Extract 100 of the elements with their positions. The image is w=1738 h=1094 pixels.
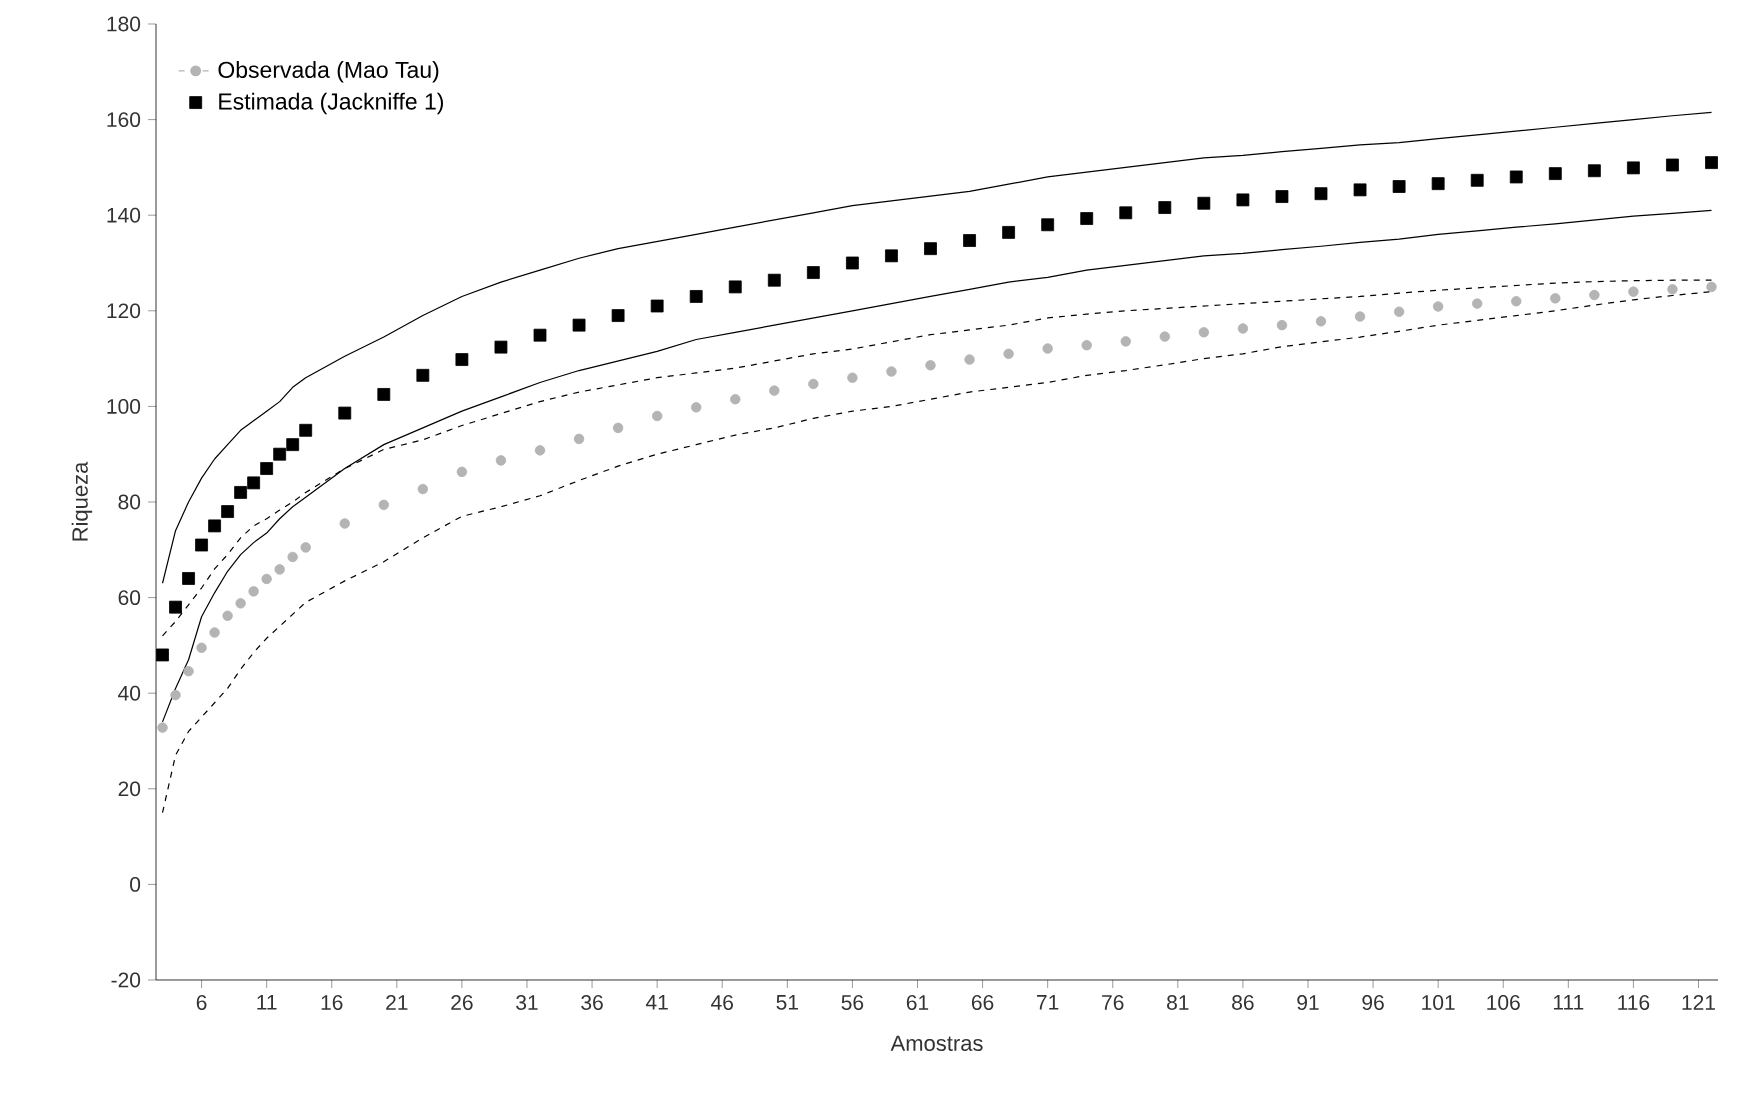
- point: [847, 372, 858, 383]
- point: [1120, 336, 1131, 347]
- x-tick-label: 61: [906, 995, 929, 1010]
- point: [1080, 212, 1094, 225]
- point: [1392, 180, 1406, 193]
- point: [494, 340, 508, 354]
- point: [1081, 340, 1092, 351]
- y-tick-label: 60: [118, 590, 141, 606]
- y-tick-label: 40: [118, 685, 141, 701]
- point: [221, 505, 234, 518]
- point: [248, 586, 259, 597]
- point: [1041, 218, 1055, 232]
- point: [1275, 190, 1289, 203]
- point: [533, 328, 547, 342]
- point: [651, 410, 663, 422]
- point: [299, 423, 313, 437]
- point: [1354, 311, 1366, 322]
- x-tick-label: 76: [1102, 995, 1124, 1010]
- point: [689, 290, 703, 303]
- x-tick-label: 86: [1232, 995, 1254, 1010]
- y-tick-label: 140: [107, 207, 141, 223]
- point: [208, 519, 221, 533]
- x-tick-label: 31: [516, 995, 538, 1010]
- point: [1705, 156, 1718, 170]
- x-tick-label: 71: [1037, 995, 1059, 1010]
- point: [417, 483, 429, 495]
- point: [691, 402, 702, 413]
- point: [195, 538, 208, 552]
- point: [339, 518, 350, 529]
- point: [1158, 201, 1172, 214]
- point: [846, 256, 859, 270]
- point: [1587, 164, 1601, 178]
- point: [260, 462, 274, 475]
- point: [1548, 167, 1562, 181]
- point: [925, 360, 936, 371]
- y-tick-label: 0: [130, 876, 141, 892]
- x-tick-label: 11: [257, 995, 277, 1010]
- point: [1431, 177, 1445, 191]
- point: [222, 610, 233, 621]
- point: [728, 280, 742, 294]
- point: [1627, 161, 1640, 175]
- point: [183, 666, 194, 677]
- point: [209, 627, 220, 638]
- y-tick-label: 20: [118, 781, 141, 797]
- point: [1589, 289, 1600, 301]
- point: [378, 499, 389, 511]
- point: [156, 648, 169, 662]
- point: [157, 722, 168, 733]
- x-tick-label: 96: [1362, 995, 1384, 1010]
- point: [611, 309, 625, 322]
- point: [338, 406, 352, 420]
- point: [964, 354, 975, 365]
- point: [1003, 348, 1014, 360]
- point: [234, 486, 248, 499]
- point: [235, 598, 246, 609]
- point: [1509, 170, 1523, 184]
- point: [1353, 183, 1367, 197]
- point: [769, 385, 780, 396]
- x-tick-label: 121: [1682, 995, 1715, 1010]
- point: [273, 447, 287, 461]
- point: [963, 234, 976, 247]
- x-tick-label: 16: [321, 995, 343, 1010]
- y-tick-label: 100: [107, 398, 141, 414]
- x-tick-label: 116: [1618, 995, 1650, 1010]
- x-tick-label: 21: [386, 995, 408, 1010]
- x-tick-label: 51: [776, 995, 798, 1010]
- point: [495, 455, 507, 466]
- point: [1198, 327, 1210, 338]
- point: [650, 299, 664, 313]
- x-tick-label: 91: [1297, 995, 1319, 1010]
- y-tick-label: 180: [107, 16, 141, 32]
- point: [1550, 293, 1561, 304]
- point: [1197, 196, 1211, 210]
- point: [416, 368, 430, 382]
- point: [1276, 319, 1288, 331]
- point: [300, 542, 311, 553]
- point: [806, 266, 820, 279]
- point: [612, 422, 624, 434]
- point: [169, 600, 182, 614]
- point: [170, 689, 181, 701]
- point: [808, 378, 819, 390]
- point: [1119, 206, 1133, 220]
- point: [1667, 284, 1678, 295]
- point: [1432, 301, 1444, 312]
- point: [1393, 306, 1405, 317]
- point: [196, 642, 207, 653]
- point: [1042, 343, 1053, 354]
- point: [1002, 226, 1016, 239]
- x-tick-label: 46: [711, 995, 733, 1010]
- point: [1236, 193, 1250, 207]
- point: [1159, 331, 1171, 342]
- point: [247, 476, 261, 490]
- point: [286, 438, 300, 452]
- x-tick-label: 81: [1167, 995, 1189, 1010]
- point: [261, 573, 272, 585]
- x-tick-label: 36: [581, 995, 603, 1010]
- x-tick-label: 106: [1487, 995, 1520, 1010]
- point: [377, 388, 391, 401]
- point: [572, 318, 586, 332]
- point: [182, 572, 195, 585]
